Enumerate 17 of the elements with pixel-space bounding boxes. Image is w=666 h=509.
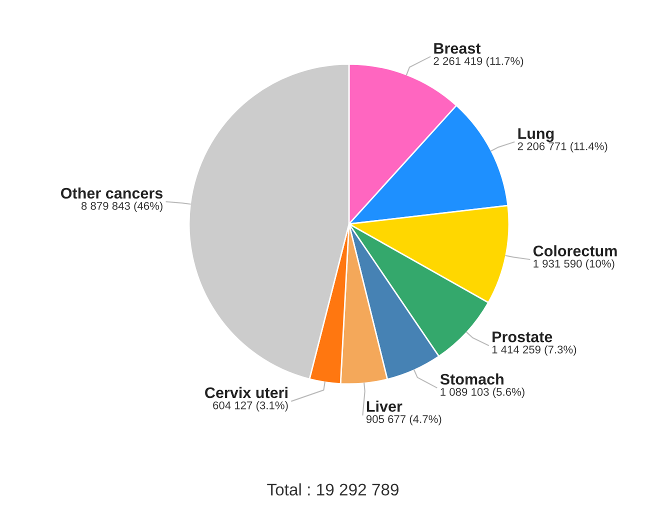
slice-label: Liver — [366, 400, 402, 412]
data-label: 8 879 843 (46%) — [81, 202, 162, 212]
data-label: 604 127 (3.1%) — [213, 401, 288, 412]
slice-label: Breast — [434, 43, 481, 54]
slice-label: Prostate — [492, 332, 552, 342]
data-label: 1 414 259 (7.3%) — [492, 345, 576, 356]
slice-label: Other cancers — [61, 187, 163, 199]
slice-label: Colorectum — [533, 245, 617, 256]
slice-label: Cervix uteri — [205, 386, 288, 398]
slice-label: Stomach — [440, 373, 504, 385]
data-label: 1 089 103 (5.6%) — [440, 388, 524, 398]
data-label: 905 677 (4.7%) — [366, 414, 442, 426]
data-label: 2 206 771 (11.4%) — [518, 142, 608, 152]
slice-label: Lung — [518, 128, 554, 142]
data-label: 2 261 419 (11.7%) — [434, 56, 524, 68]
text: Total : 19 292 789 — [267, 483, 398, 496]
data-label: 1 931 590 (10%) — [534, 259, 614, 270]
